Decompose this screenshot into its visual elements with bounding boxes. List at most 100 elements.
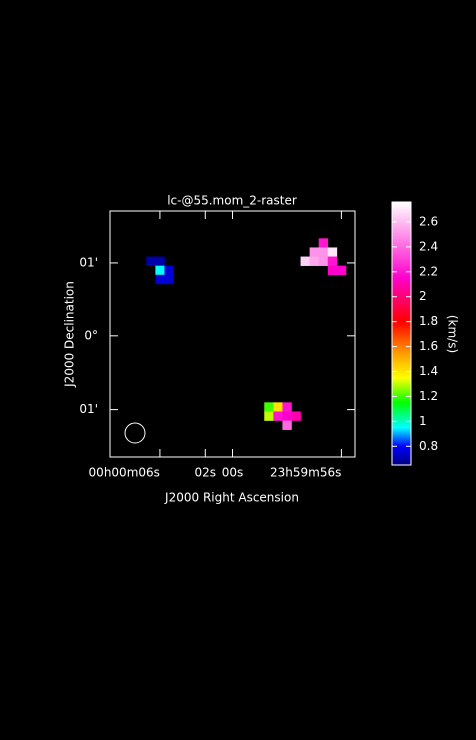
colorbar-strip (392, 368, 411, 370)
colorbar-strip (392, 208, 411, 210)
colorbar-strip (392, 343, 411, 345)
colorbar-strip (392, 459, 411, 461)
colorbar-strip (392, 395, 411, 397)
colorbar-tick-label: 2 (419, 289, 427, 303)
colorbar-strip (392, 229, 411, 231)
colorbar-strip (392, 445, 411, 447)
colorbar-strip (392, 303, 411, 305)
chart-title: lc-@55.mom_2-raster (167, 194, 297, 208)
colorbar-strip (392, 288, 411, 290)
colorbar-strip (392, 346, 411, 348)
colorbar-tick-label: 1 (419, 414, 427, 428)
colorbar-strip (392, 213, 411, 215)
colorbar-tick-label: 0.8 (419, 439, 438, 453)
colorbar-strip (392, 238, 411, 240)
colorbar-strip (392, 246, 411, 248)
colorbar-strip (392, 207, 411, 209)
colorbar-strip (392, 415, 411, 417)
colorbar-strip (392, 250, 411, 252)
colorbar-strip (392, 327, 411, 329)
colorbar-strip (392, 315, 411, 317)
pixel (155, 256, 165, 266)
x-tick-label: 00s (222, 466, 244, 480)
colorbar-strip (392, 355, 411, 357)
colorbar-strip (392, 280, 411, 282)
colorbar-strip (392, 379, 411, 381)
colorbar-label: (km/s) (446, 315, 460, 353)
colorbar-strip (392, 312, 411, 314)
colorbar-strip (392, 221, 411, 223)
colorbar-strip (392, 215, 411, 217)
colorbar-strip (392, 363, 411, 365)
colorbar-strip (392, 235, 411, 237)
colorbar-strip (392, 418, 411, 420)
colorbar-strip (392, 367, 411, 369)
colorbar-strip (392, 375, 411, 377)
colorbar-strip (392, 416, 411, 418)
colorbar-strip (392, 258, 411, 260)
colorbar-strip (392, 203, 411, 205)
colorbar-strip (392, 282, 411, 284)
colorbar-strip (392, 264, 411, 266)
colorbar-strip (392, 442, 411, 444)
colorbar-strip (392, 239, 411, 241)
colorbar-strip (392, 403, 411, 405)
colorbar-strip (392, 304, 411, 306)
colorbar-strip (392, 457, 411, 459)
colorbar-strip (392, 273, 411, 275)
pixel (282, 402, 292, 412)
colorbar-strip (392, 317, 411, 319)
colorbar-strip (392, 279, 411, 281)
pixel (155, 265, 165, 276)
colorbar-strip (392, 358, 411, 360)
y-axis-label: J2000 Declination (63, 281, 77, 388)
colorbar-strip (392, 409, 411, 411)
colorbar-strip (392, 387, 411, 389)
colorbar-strip (392, 443, 411, 445)
colorbar-strip (392, 298, 411, 300)
x-tick-label: 02s (195, 466, 217, 480)
colorbar-strip (392, 456, 411, 458)
colorbar-strip (392, 330, 411, 332)
colorbar-strip (392, 299, 411, 301)
colorbar-strip (392, 293, 411, 295)
colorbar-strip (392, 254, 411, 256)
colorbar-strip (392, 463, 411, 465)
colorbar-strip (392, 275, 411, 277)
colorbar-strip (392, 233, 411, 235)
colorbar-strip (392, 381, 411, 383)
colorbar-strip (392, 446, 411, 448)
colorbar-strip (392, 420, 411, 422)
colorbar-strip (392, 333, 411, 335)
colorbar-tick-label: 1.6 (419, 339, 438, 353)
colorbar-strip (392, 228, 411, 230)
colorbar-strip (392, 307, 411, 309)
colorbar-strip (392, 423, 411, 425)
colorbar-strip (392, 425, 411, 427)
pixel (327, 256, 338, 266)
colorbar-strip (392, 296, 411, 298)
colorbar-strip (392, 335, 411, 337)
colorbar-strip (392, 302, 411, 304)
colorbar-strip (392, 371, 411, 373)
colorbar-strip (392, 377, 411, 379)
colorbar-strip (392, 231, 411, 233)
colorbar-strip (392, 306, 411, 308)
colorbar-strip (392, 448, 411, 450)
colorbar-strip (392, 341, 411, 343)
colorbar-strip (392, 331, 411, 333)
colorbar-strip (392, 252, 411, 254)
colorbar-strip (392, 449, 411, 451)
colorbar-strip (392, 262, 411, 264)
colorbar-strip (392, 236, 411, 238)
colorbar-strip (392, 339, 411, 341)
colorbar-strip (392, 261, 411, 263)
colorbar-strip (392, 458, 411, 460)
colorbar-strip (392, 308, 411, 310)
colorbar-strip (392, 424, 411, 426)
colorbar-tick-label: 1.4 (419, 364, 438, 378)
colorbar-strip (392, 439, 411, 441)
colorbar-strip (392, 336, 411, 338)
colorbar-strip (392, 209, 411, 211)
colorbar-strip (392, 434, 411, 436)
